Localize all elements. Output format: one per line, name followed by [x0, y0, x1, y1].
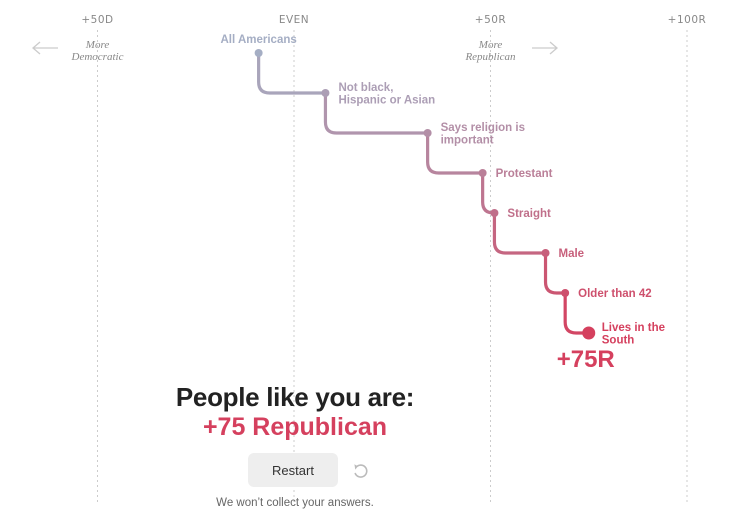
axis-note-republican: Republican [464, 51, 516, 63]
step-label: Says religion is important [441, 122, 525, 147]
axis-tick-label: +50R [475, 14, 506, 26]
step-label: Protestant [496, 168, 553, 180]
step-segment [257, 51, 328, 95]
step-segment [323, 91, 430, 135]
step-label: Straight [507, 208, 551, 220]
result-value: +75 Republican [202, 413, 388, 441]
result-heading: People like you are: [175, 382, 415, 412]
axis-tick-label: EVEN [279, 14, 309, 26]
step-segment [543, 251, 567, 295]
axis-note-democratic: More [85, 39, 110, 51]
step-dot [561, 289, 570, 297]
step-label: Not black, Hispanic or Asian [338, 82, 435, 107]
axis-tick-label: +50D [81, 14, 113, 26]
step-dot [254, 49, 263, 57]
step-label: All Americans [220, 34, 296, 46]
restart-button[interactable]: Restart [248, 453, 338, 487]
axis-note-democratic: Democratic [71, 51, 124, 63]
arrow-right-icon [532, 41, 558, 55]
step-dot [321, 89, 330, 97]
axis-note-republican: More [478, 39, 503, 51]
step-dot [582, 326, 596, 340]
final-value-label: +75R [557, 346, 615, 373]
step-dot [490, 209, 499, 217]
result-block: People like you are: +75 Republican [174, 382, 416, 442]
step-dot [541, 249, 550, 257]
step-dot [478, 169, 487, 177]
axis-tick-label: +100R [668, 14, 707, 26]
step-segment [426, 131, 485, 175]
step-segment [481, 171, 497, 215]
step-segment [492, 211, 548, 255]
undo-icon[interactable] [351, 461, 371, 481]
step-label: Lives in the South [602, 322, 665, 347]
step-label: Older than 42 [578, 288, 652, 300]
step-label: Male [559, 248, 585, 260]
step-dot [423, 129, 432, 137]
privacy-note: We won’t collect your answers. [216, 497, 374, 509]
arrow-left-icon [32, 41, 58, 55]
step-segment [563, 291, 591, 335]
